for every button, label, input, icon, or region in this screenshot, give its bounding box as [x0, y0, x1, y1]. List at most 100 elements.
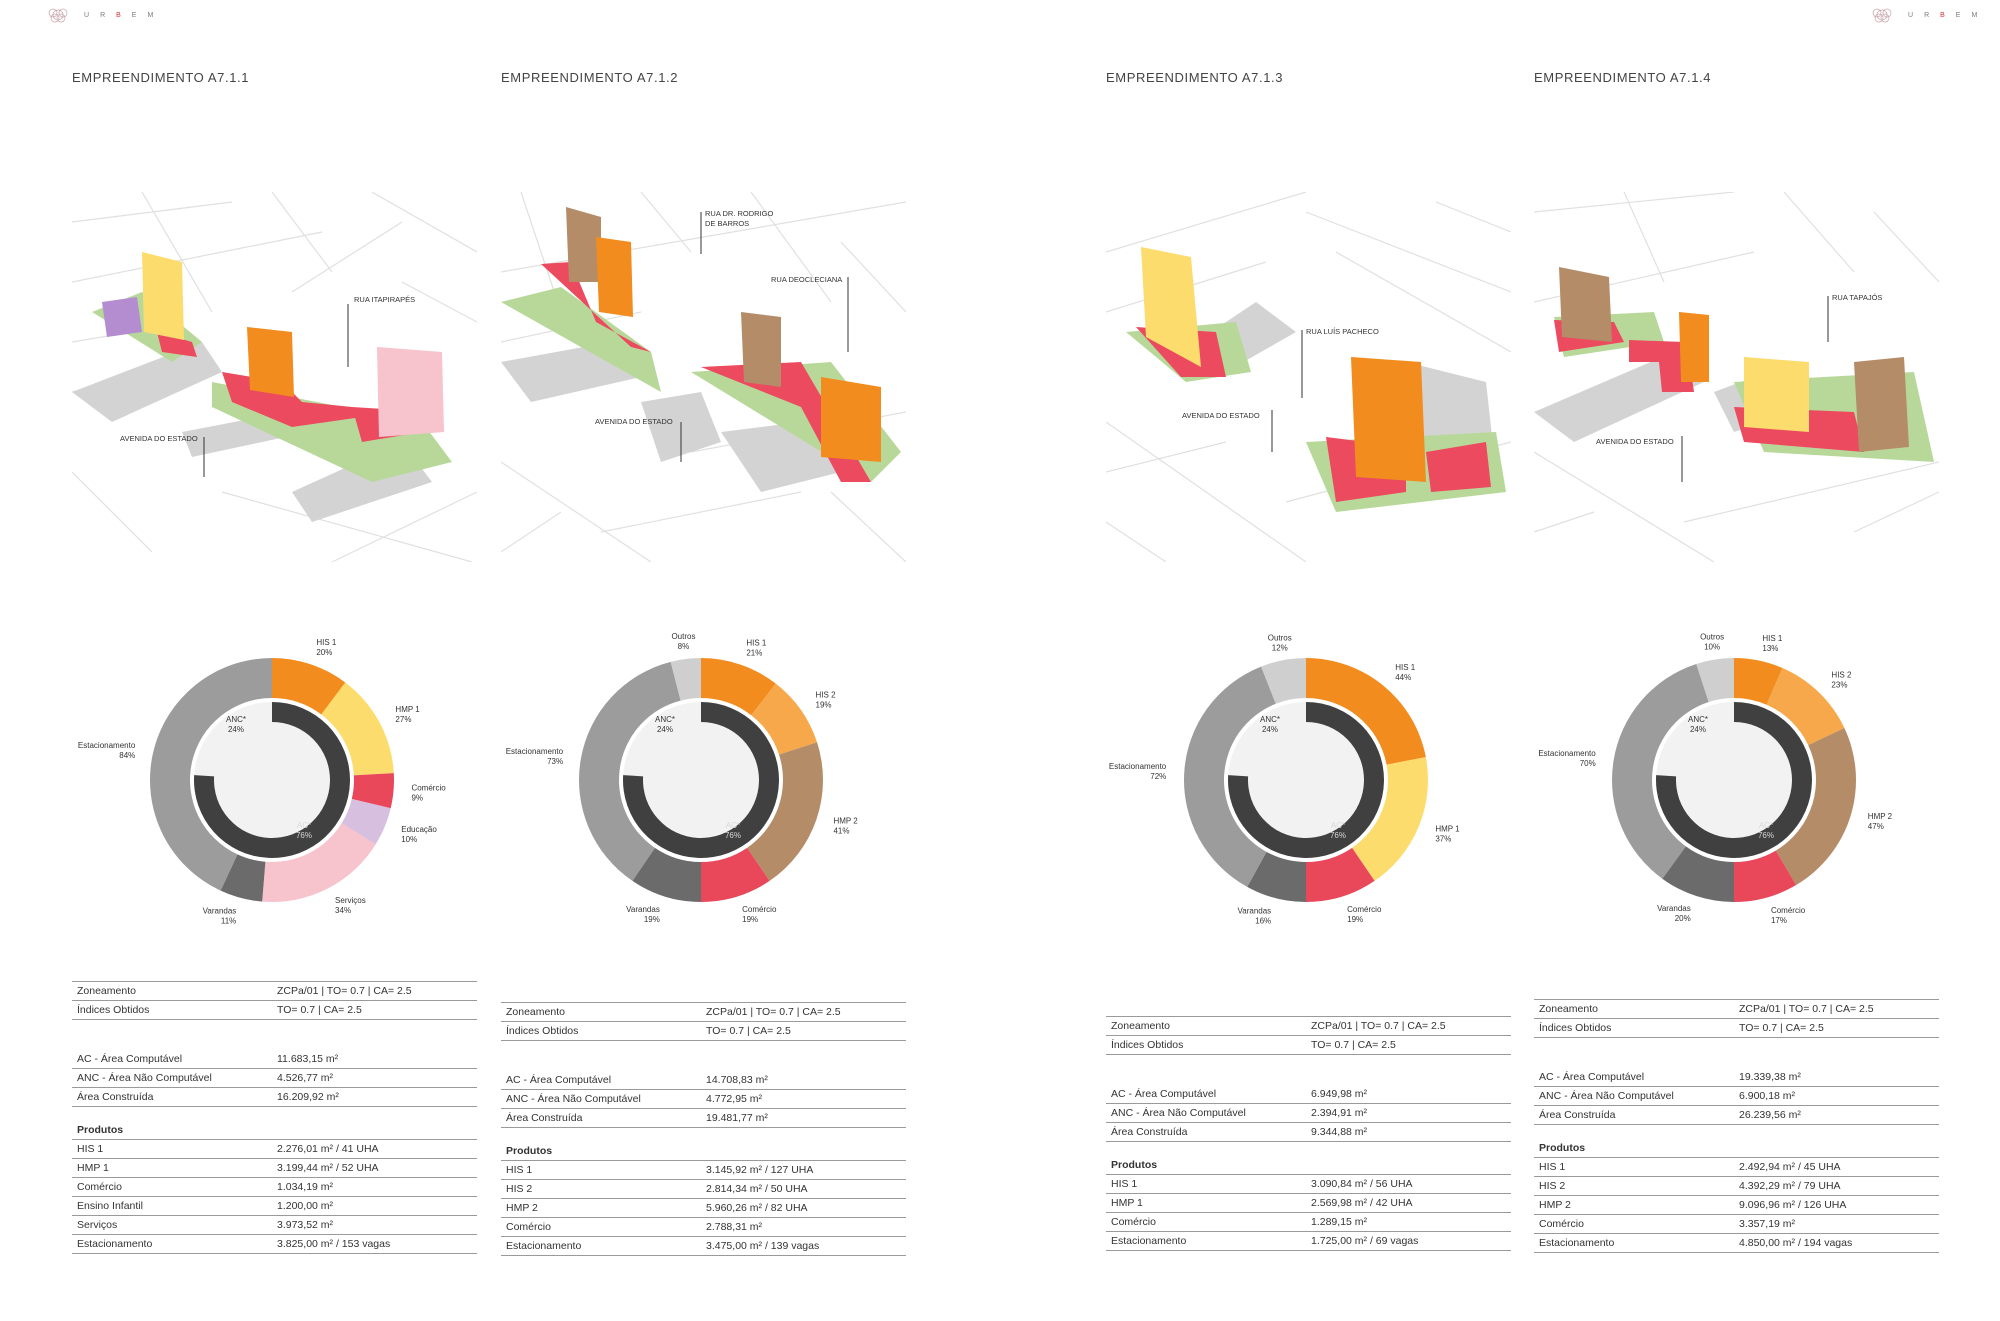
slice-pct-label: 20% [316, 648, 332, 657]
row-value: 19.339,38 m² [1739, 1071, 1801, 1083]
slice-name-label: Varandas [626, 905, 660, 914]
table-row: HMP 1 2.569,98 m² / 42 UHA [1106, 1194, 1511, 1213]
slice-pct-label: 20% [1675, 914, 1691, 923]
row-label: Comércio [506, 1221, 551, 1233]
slice-name-label: Comércio [411, 783, 446, 792]
massing-diagram: RUA DR. RODRIGO DE BARROS RUA DEOCLECIANA… [501, 192, 906, 562]
row-label: HMP 1 [77, 1162, 109, 1174]
donut-slice [1306, 847, 1375, 902]
row-value: 4.526,77 m² [277, 1072, 334, 1084]
row-label: HMP 2 [1539, 1199, 1571, 1211]
slice-name-label: Educação [401, 825, 437, 834]
table-row: ANC - Área Não Computável 4.526,77 m² [72, 1069, 477, 1088]
slice-pct-label: 12% [1272, 643, 1288, 652]
table-row: HIS 1 3.090,84 m² / 56 UHA [1106, 1175, 1511, 1194]
row-value: TO= 0.7 | CA= 2.5 [706, 1025, 791, 1037]
table-row: Zoneamento ZCPa/01 | TO= 0.7 | CA= 2.5 [1106, 1016, 1511, 1036]
donut-chart: HIS 121%HIS 219%HMP 241%Comércio19%Varan… [506, 632, 859, 924]
row-value: 4.392,29 m² / 79 UHA [1739, 1180, 1841, 1192]
slice-name-label: HMP 1 [395, 705, 420, 714]
row-label: HMP 1 [1111, 1197, 1143, 1209]
slice-pct-label: 23% [1831, 680, 1847, 689]
slice-name-label: Estacionamento [506, 747, 564, 756]
row-value: 1.725,00 m² / 69 vagas [1311, 1235, 1419, 1247]
slice-pct-label: 73% [547, 757, 563, 766]
slice-pct-label: 9% [411, 793, 423, 802]
street-label: RUA DR. RODRIGO DE BARROS [705, 209, 774, 228]
slice-name-label: HIS 1 [316, 638, 337, 647]
project-a713: EMPREENDIMENTO A7.1.3 RUA LUÍS PACHECO A… [1106, 0, 1511, 1321]
anc-pct: 24% [1690, 725, 1706, 734]
data-table: Zoneamento ZCPa/01 | TO= 0.7 | CA= 2.5 Índ… [501, 1002, 906, 1256]
street-label: RUA TAPAJÓS [1832, 293, 1882, 302]
row-label: Zoneamento [1539, 1003, 1598, 1015]
row-label: HMP 2 [506, 1202, 538, 1214]
row-value: TO= 0.7 | CA= 2.5 [1311, 1039, 1396, 1051]
table-row: HIS 1 2.492,94 m² / 45 UHA [1534, 1158, 1939, 1177]
row-value: 14.708,83 m² [706, 1074, 768, 1086]
donut-slice [1734, 850, 1797, 902]
slice-name-label: Estacionamento [1538, 749, 1596, 758]
row-label: Serviços [77, 1219, 118, 1231]
anc-pct: 24% [228, 725, 244, 734]
row-label: AC - Área Computável [506, 1074, 612, 1086]
table-row: AC - Área Computável 19.339,38 m² [1534, 1068, 1939, 1087]
table-row: Área Construída 19.481,77 m² [501, 1109, 906, 1128]
products-heading: Produtos [1106, 1156, 1511, 1175]
row-value: ZCPa/01 | TO= 0.7 | CA= 2.5 [1739, 1003, 1874, 1015]
row-value: 2.394,91 m² [1311, 1107, 1368, 1119]
table-row: Estacionamento 4.850,00 m² / 194 vagas [1534, 1234, 1939, 1253]
flower-logo-icon [1872, 8, 1892, 23]
ac-label: AC* [1331, 821, 1345, 830]
slice-name-label: Outros [1700, 633, 1724, 642]
row-value: 2.788,31 m² [706, 1221, 763, 1233]
row-label: Estacionamento [506, 1240, 582, 1252]
table-row: Zoneamento ZCPa/01 | TO= 0.7 | CA= 2.5 [72, 981, 477, 1001]
slice-name-label: Comércio [1771, 906, 1806, 915]
ac-label: AC* [726, 821, 740, 830]
row-label: Área Construída [506, 1112, 583, 1124]
donut-slice [272, 658, 346, 715]
slice-pct-label: 41% [833, 826, 849, 835]
anc-pct: 24% [657, 725, 673, 734]
row-value: 3.357,19 m² [1739, 1218, 1796, 1230]
logo-letter: R [1924, 11, 1941, 19]
products-heading: Produtos [72, 1121, 477, 1140]
slice-pct-label: 10% [401, 835, 417, 844]
anc-slice [1228, 702, 1384, 858]
table-row: Ensino Infantil 1.200,00 m² [72, 1197, 477, 1216]
row-value: ZCPa/01 | TO= 0.7 | CA= 2.5 [1311, 1020, 1446, 1032]
street-label: AVENIDA DO ESTADO [1182, 411, 1260, 420]
donut-slice [670, 658, 701, 701]
massing-diagram: RUA LUÍS PACHECO AVENIDA DO ESTADO [1106, 192, 1511, 562]
table-row: AC - Área Computável 6.949,98 m² [1106, 1085, 1511, 1104]
table-row: Comércio 3.357,19 m² [1534, 1215, 1939, 1234]
slice-pct-label: 37% [1435, 835, 1451, 844]
donut-slice [1696, 658, 1734, 703]
row-value: ZCPa/01 | TO= 0.7 | CA= 2.5 [706, 1006, 841, 1018]
row-value: 2.814,34 m² / 50 UHA [706, 1183, 808, 1195]
ac-pct: 76% [296, 831, 312, 840]
row-label: ANC - Área Não Computável [1539, 1090, 1674, 1102]
row-value: 26.239,56 m² [1739, 1109, 1801, 1121]
logo-wordmark: URBEM [84, 12, 164, 19]
row-label: AC - Área Computável [77, 1053, 183, 1065]
slice-pct-label: 84% [119, 751, 135, 760]
data-table: Zoneamento ZCPa/01 | TO= 0.7 | CA= 2.5 Índ… [1534, 999, 1939, 1253]
row-label: Área Construída [1111, 1126, 1188, 1138]
row-value: 11.683,15 m² [277, 1053, 339, 1065]
row-label: Estacionamento [1539, 1237, 1615, 1249]
table-row: Serviços 3.973,52 m² [72, 1216, 477, 1235]
donut-slice [578, 661, 681, 881]
slice-pct-label: 72% [1150, 772, 1166, 781]
row-value: 3.199,44 m² / 52 UHA [277, 1162, 379, 1174]
row-label: Índices Obtidos [506, 1025, 579, 1037]
slice-name-label: HMP 1 [1435, 825, 1460, 834]
slice-pct-label: 19% [742, 915, 758, 924]
row-value: 6.949,98 m² [1311, 1088, 1368, 1100]
table-row: Índices Obtidos TO= 0.7 | CA= 2.5 [501, 1022, 906, 1041]
logo-letter: U [84, 11, 101, 19]
table-row: AC - Área Computável 14.708,83 m² [501, 1071, 906, 1090]
table-row: Zoneamento ZCPa/01 | TO= 0.7 | CA= 2.5 [1534, 999, 1939, 1019]
